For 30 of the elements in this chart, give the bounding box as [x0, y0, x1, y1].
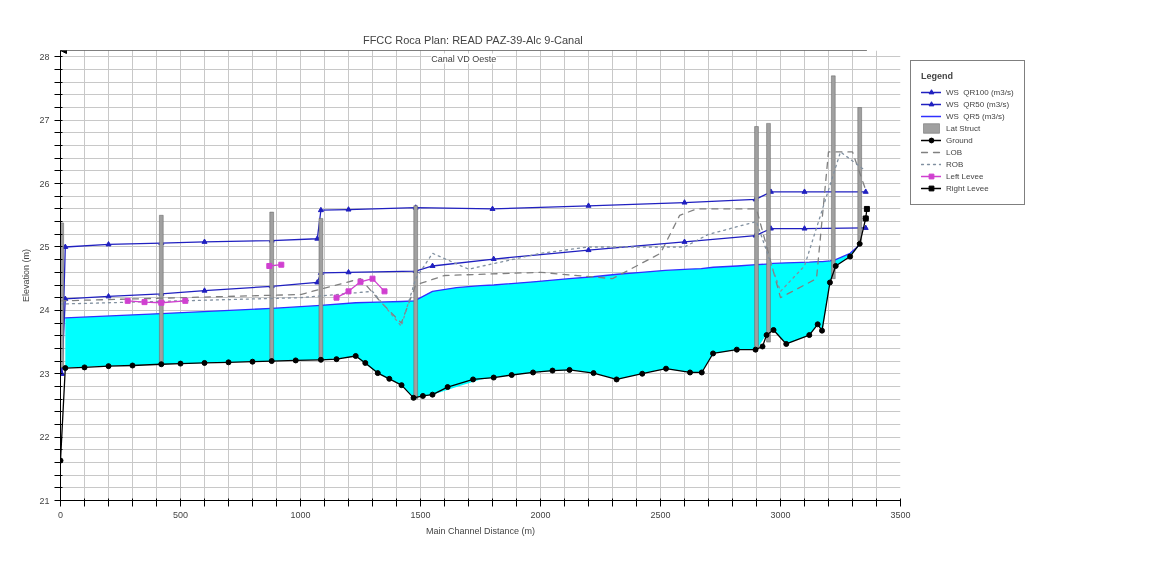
legend-label: Left Levee — [946, 170, 984, 182]
legend-label: Right Levee — [946, 182, 989, 194]
x-tick-label: 500 — [172, 509, 189, 520]
y-tick-label: 23 — [39, 368, 50, 379]
legend-label: ROB — [946, 158, 965, 170]
x-tick-label: 1500 — [410, 509, 431, 520]
chart-title: FFCC Roca Plan: READ PAZ-39-Alc 9-Canal — [362, 33, 583, 46]
x-tick-label: 0 — [58, 509, 64, 520]
x-axis-title: Main Channel Distance (m) — [425, 525, 536, 536]
y-tick-label: 27 — [39, 115, 50, 126]
legend-title: Legend — [921, 71, 954, 81]
y-tick-label: 25 — [39, 241, 50, 252]
x-tick-label: 2000 — [530, 509, 551, 520]
y-axis-title: Elevation (m) — [21, 248, 32, 303]
legend-label: Lat Struct — [946, 122, 981, 134]
legend-label: WS QR50 (m3/s) — [946, 98, 1010, 110]
annotation: Canal VD Oeste — [431, 53, 497, 64]
legend-label: LOB — [946, 146, 963, 158]
x-tick-label: 2500 — [650, 509, 671, 520]
legend-label: WS QR100 (m3/s) — [946, 86, 1014, 98]
x-tick-label: 1000 — [290, 509, 311, 520]
x-tick-label: 3000 — [770, 509, 791, 520]
legend-label: WS QR5 (m3/s) — [946, 110, 1005, 122]
legend-label: Ground — [946, 134, 973, 146]
y-tick-label: 26 — [39, 178, 50, 189]
y-tick-label: 21 — [39, 495, 50, 506]
y-tick-label: 28 — [39, 51, 50, 62]
y-tick-label: 24 — [39, 305, 50, 316]
x-tick-label: 3500 — [890, 509, 911, 520]
y-tick-label: 22 — [39, 432, 50, 443]
